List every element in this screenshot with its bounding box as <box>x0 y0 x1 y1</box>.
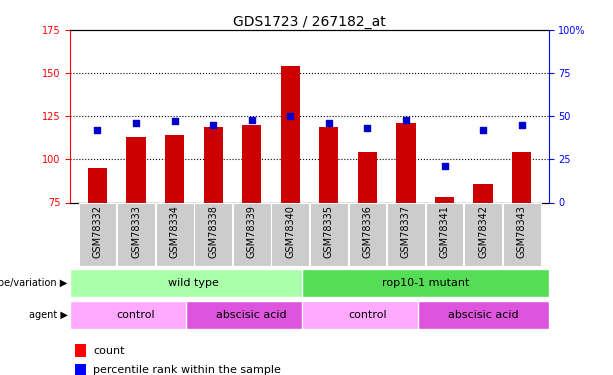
Point <box>286 113 295 119</box>
Bar <box>358 153 377 203</box>
Point <box>93 127 102 133</box>
FancyBboxPatch shape <box>78 203 116 266</box>
Bar <box>319 127 338 202</box>
FancyBboxPatch shape <box>417 301 549 329</box>
Point <box>362 125 372 131</box>
Bar <box>75 364 86 375</box>
FancyBboxPatch shape <box>302 269 549 297</box>
Title: GDS1723 / 267182_at: GDS1723 / 267182_at <box>233 15 386 29</box>
FancyBboxPatch shape <box>186 301 318 329</box>
Point <box>478 127 488 133</box>
FancyBboxPatch shape <box>464 203 502 266</box>
FancyBboxPatch shape <box>70 301 202 329</box>
Text: GSM78342: GSM78342 <box>478 205 488 258</box>
Point <box>440 163 449 169</box>
Bar <box>75 344 86 357</box>
FancyBboxPatch shape <box>503 203 541 266</box>
Text: agent ▶: agent ▶ <box>29 310 67 320</box>
Text: GSM78333: GSM78333 <box>131 205 141 258</box>
Point <box>170 118 180 124</box>
FancyBboxPatch shape <box>194 203 232 266</box>
FancyBboxPatch shape <box>156 203 194 266</box>
Text: GSM78336: GSM78336 <box>362 205 373 258</box>
FancyBboxPatch shape <box>272 203 309 266</box>
Point <box>247 117 257 123</box>
Text: GSM78334: GSM78334 <box>170 205 180 258</box>
Text: GSM78338: GSM78338 <box>208 205 218 258</box>
Bar <box>88 168 107 202</box>
Point <box>131 120 141 126</box>
Bar <box>512 153 531 203</box>
FancyBboxPatch shape <box>387 203 425 266</box>
FancyBboxPatch shape <box>302 301 433 329</box>
Text: abscisic acid: abscisic acid <box>216 310 287 320</box>
Point <box>517 122 527 128</box>
Text: GSM78340: GSM78340 <box>285 205 295 258</box>
Text: GSM78339: GSM78339 <box>246 205 257 258</box>
Text: count: count <box>93 345 124 355</box>
Bar <box>435 197 454 202</box>
Text: GSM78337: GSM78337 <box>401 205 411 258</box>
Text: genotype/variation ▶: genotype/variation ▶ <box>0 278 67 288</box>
Bar <box>204 127 223 202</box>
FancyBboxPatch shape <box>349 203 386 266</box>
Bar <box>242 125 261 202</box>
Point <box>208 122 218 128</box>
Text: control: control <box>348 310 387 320</box>
FancyBboxPatch shape <box>70 269 318 297</box>
Text: rop10-1 mutant: rop10-1 mutant <box>381 278 469 288</box>
Point <box>401 117 411 123</box>
FancyBboxPatch shape <box>310 203 348 266</box>
FancyBboxPatch shape <box>117 203 155 266</box>
Bar <box>165 135 185 202</box>
Text: control: control <box>116 310 155 320</box>
Bar <box>473 183 493 203</box>
Point <box>324 120 333 126</box>
Bar <box>126 137 146 202</box>
Text: GSM78343: GSM78343 <box>517 205 527 258</box>
Text: wild type: wild type <box>169 278 219 288</box>
Text: abscisic acid: abscisic acid <box>447 310 519 320</box>
FancyBboxPatch shape <box>233 203 270 266</box>
Text: GSM78335: GSM78335 <box>324 205 334 258</box>
Text: GSM78341: GSM78341 <box>440 205 449 258</box>
Bar <box>281 66 300 203</box>
FancyBboxPatch shape <box>425 203 463 266</box>
Bar <box>397 123 416 202</box>
Text: GSM78332: GSM78332 <box>93 205 102 258</box>
Text: percentile rank within the sample: percentile rank within the sample <box>93 365 281 375</box>
